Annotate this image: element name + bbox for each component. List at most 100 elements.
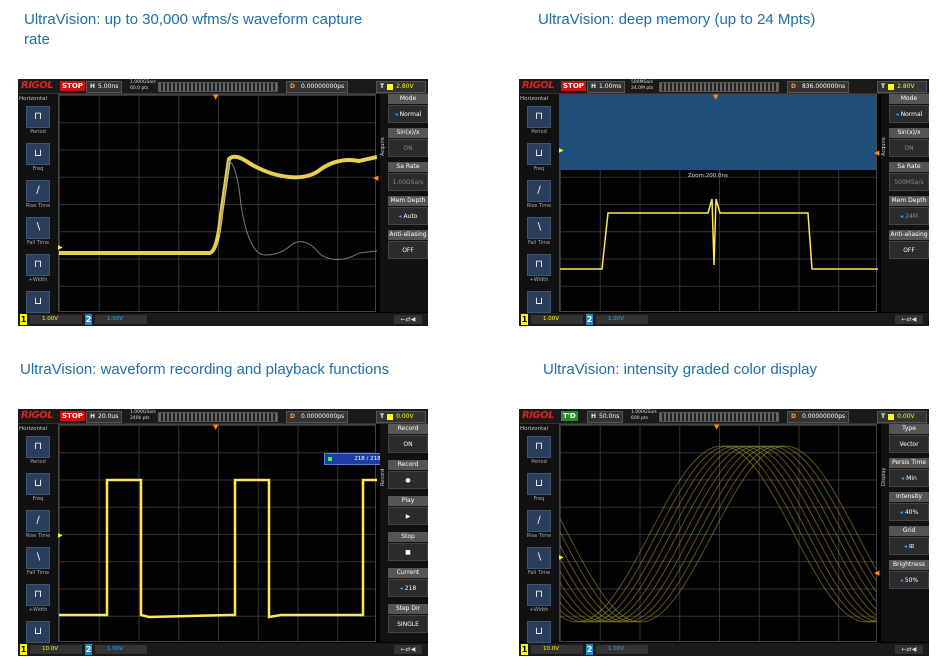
fall-time-icon[interactable]: ∖ bbox=[26, 547, 50, 569]
ch2-scale[interactable]: 1.00V bbox=[95, 315, 147, 324]
pos-width-icon[interactable]: ⊓ bbox=[527, 254, 551, 276]
softkey-mode[interactable]: Mode ◂ Normal bbox=[889, 94, 929, 127]
fall-time-icon[interactable]: ∖ bbox=[527, 217, 551, 239]
measure-item[interactable]: ⊔ Freq bbox=[519, 143, 559, 178]
timebase-box[interactable]: H 1.00ms bbox=[587, 81, 626, 93]
delay-box[interactable]: D 0.00000000ps bbox=[286, 81, 349, 93]
ch1-scale[interactable]: 10.0V bbox=[30, 645, 82, 654]
ch2-button[interactable]: 2 bbox=[586, 314, 593, 325]
ch2-button[interactable]: 2 bbox=[85, 314, 92, 325]
rise-time-icon[interactable]: ∕ bbox=[26, 510, 50, 532]
ch2-button[interactable]: 2 bbox=[586, 644, 593, 655]
ch1-offset-marker[interactable]: ▶ bbox=[559, 147, 564, 154]
measure-item[interactable]: ∕ Rise Time bbox=[519, 510, 559, 545]
measure-item[interactable]: ⊓ Period bbox=[18, 436, 58, 471]
ch1-button[interactable]: 1 bbox=[521, 314, 528, 325]
ch1-button[interactable]: 1 bbox=[20, 314, 27, 325]
measure-item[interactable]: ∕ Rise Time bbox=[18, 180, 58, 215]
pos-width-icon[interactable]: ⊓ bbox=[26, 584, 50, 606]
measure-item[interactable]: ∖ Fall Time bbox=[519, 217, 559, 252]
neg-width-icon[interactable]: ⊔ bbox=[527, 291, 551, 313]
measure-item[interactable]: ∕ Rise Time bbox=[519, 180, 559, 215]
rise-time-icon[interactable]: ∕ bbox=[527, 180, 551, 202]
softkey-anti-aliasing[interactable]: Anti-aliasing OFF bbox=[388, 230, 428, 263]
softkey-current[interactable]: Current ◂ 218 bbox=[388, 568, 428, 603]
freq-icon[interactable]: ⊔ bbox=[26, 473, 50, 495]
softkey-mem-depth[interactable]: Mem Depth ◂ Auto bbox=[388, 196, 428, 229]
softkey-record[interactable]: Record ● bbox=[388, 460, 428, 495]
measure-item[interactable]: ⊓ Period bbox=[519, 436, 559, 471]
softkey-intensity[interactable]: Intensity ◂ 40% bbox=[889, 492, 929, 525]
measure-item[interactable]: ∖ Fall Time bbox=[519, 547, 559, 582]
softkey-stop[interactable]: Stop ■ bbox=[388, 532, 428, 567]
fall-time-icon[interactable]: ∖ bbox=[26, 217, 50, 239]
run-status-badge[interactable]: T'D bbox=[561, 411, 578, 421]
measure-item[interactable]: ∖ Fall Time bbox=[18, 217, 58, 252]
rise-time-icon[interactable]: ∕ bbox=[527, 510, 551, 532]
period-icon[interactable]: ⊓ bbox=[527, 436, 551, 458]
ch1-scale[interactable]: 1.00V bbox=[30, 315, 82, 324]
measure-item[interactable]: ⊓ +Width bbox=[519, 254, 559, 289]
ch1-button[interactable]: 1 bbox=[521, 644, 528, 655]
period-icon[interactable]: ⊓ bbox=[26, 436, 50, 458]
measure-item[interactable]: ∕ Rise Time bbox=[18, 510, 58, 545]
measure-item[interactable]: ∖ Fall Time bbox=[18, 547, 58, 582]
freq-icon[interactable]: ⊔ bbox=[527, 473, 551, 495]
delay-box[interactable]: D 0.00000000ps bbox=[286, 411, 349, 423]
ch1-button[interactable]: 1 bbox=[20, 644, 27, 655]
measure-item[interactable]: ⊔ Freq bbox=[519, 473, 559, 508]
trigger-box[interactable]: T 0.00V bbox=[376, 411, 426, 423]
ch2-scale[interactable]: 1.00V bbox=[596, 315, 648, 324]
run-status-badge[interactable]: STOP bbox=[561, 81, 586, 91]
measure-item[interactable]: ⊔ Freq bbox=[18, 473, 58, 508]
timebase-box[interactable]: H 20.0us bbox=[86, 411, 123, 423]
freq-icon[interactable]: ⊔ bbox=[527, 143, 551, 165]
ch1-offset-marker[interactable]: ▶ bbox=[58, 244, 63, 251]
timebase-box[interactable]: H 50.0ns bbox=[587, 411, 624, 423]
delay-box[interactable]: D 836.000000ns bbox=[787, 81, 850, 93]
ch1-scale[interactable]: 1.00V bbox=[531, 315, 583, 324]
trigger-box[interactable]: T 2.80V bbox=[877, 81, 927, 93]
ch1-offset-marker[interactable]: ▶ bbox=[559, 554, 564, 561]
trigger-position-marker[interactable]: ▼ bbox=[213, 423, 219, 431]
neg-width-icon[interactable]: ⊔ bbox=[527, 621, 551, 643]
rise-time-icon[interactable]: ∕ bbox=[26, 180, 50, 202]
softkey-type[interactable]: Type Vector bbox=[889, 424, 929, 457]
run-status-badge[interactable]: STOP bbox=[60, 81, 85, 91]
trigger-level-marker[interactable]: ◀ bbox=[874, 569, 880, 577]
neg-width-icon[interactable]: ⊔ bbox=[26, 621, 50, 643]
delay-box[interactable]: D 0.00000000ps bbox=[787, 411, 850, 423]
measure-item[interactable]: ⊓ +Width bbox=[18, 254, 58, 289]
period-icon[interactable]: ⊓ bbox=[26, 106, 50, 128]
pos-width-icon[interactable]: ⊓ bbox=[527, 584, 551, 606]
freq-icon[interactable]: ⊔ bbox=[26, 143, 50, 165]
measure-item[interactable]: ⊓ Period bbox=[519, 106, 559, 141]
softkey-record[interactable]: Record ON bbox=[388, 424, 428, 459]
trigger-level-marker[interactable]: ◀ bbox=[874, 149, 880, 157]
ch2-scale[interactable]: 1.00V bbox=[596, 645, 648, 654]
softkey-mem-depth[interactable]: Mem Depth ◂ 24M bbox=[889, 196, 929, 229]
pos-width-icon[interactable]: ⊓ bbox=[26, 254, 50, 276]
neg-width-icon[interactable]: ⊔ bbox=[26, 291, 50, 313]
softkey-sa-rate[interactable]: Sa Rate 500MSa/s bbox=[889, 162, 929, 195]
softkey-sin-x-x[interactable]: Sin(x)/x ON bbox=[388, 128, 428, 161]
trigger-position-marker[interactable]: ▼ bbox=[714, 423, 720, 431]
softkey-mode[interactable]: Mode ◂ Normal bbox=[388, 94, 428, 127]
measure-item[interactable]: ⊓ +Width bbox=[519, 584, 559, 619]
measure-item[interactable]: ⊓ +Width bbox=[18, 584, 58, 619]
fall-time-icon[interactable]: ∖ bbox=[527, 547, 551, 569]
trigger-box[interactable]: T 0.00V bbox=[877, 411, 927, 423]
run-status-badge[interactable]: STOP bbox=[60, 411, 85, 421]
trigger-position-marker[interactable]: ▼ bbox=[213, 93, 219, 101]
measure-item[interactable]: ⊔ Freq bbox=[18, 143, 58, 178]
trigger-box[interactable]: T 2.80V bbox=[376, 81, 426, 93]
ch1-offset-marker[interactable]: ▶ bbox=[58, 532, 63, 539]
measure-item[interactable]: ⊓ Period bbox=[18, 106, 58, 141]
trigger-position-marker[interactable]: ▼ bbox=[713, 93, 719, 101]
softkey-play[interactable]: Play ▶ bbox=[388, 496, 428, 531]
softkey-grid[interactable]: Grid ◂ ⊞ bbox=[889, 526, 929, 559]
softkey-step-dir[interactable]: Step Dir SINGLE bbox=[388, 604, 428, 639]
softkey-anti-aliasing[interactable]: Anti-aliasing OFF bbox=[889, 230, 929, 263]
softkey-sin-x-x[interactable]: Sin(x)/x ON bbox=[889, 128, 929, 161]
timebase-box[interactable]: H 5.00ns bbox=[86, 81, 123, 93]
